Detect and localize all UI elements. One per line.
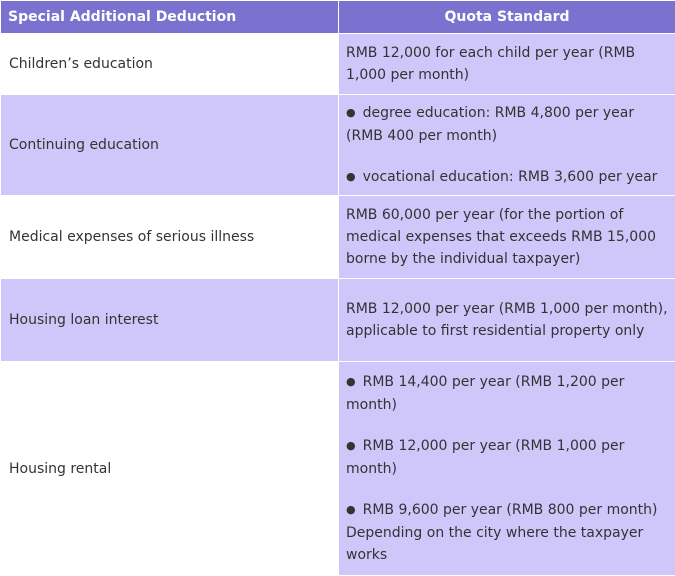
quota-cell: RMB 12,000 for each child per year (RMB …	[339, 34, 675, 95]
table-row: Housing loan interest RMB 12,000 per yea…	[1, 279, 675, 362]
table-row: Medical expenses of serious illness RMB …	[1, 196, 675, 279]
table-row: Children’s education RMB 12,000 for each…	[1, 34, 675, 95]
quota-text: RMB 12,000 for each child per year (RMB …	[346, 42, 668, 86]
quota-cell: degree education: RMB 4,800 per year (RM…	[339, 95, 675, 196]
deduction-name: Medical expenses of serious illness	[1, 196, 339, 279]
header-special-additional-deduction: Special Additional Deduction	[1, 1, 339, 34]
table-row: Continuing education degree education: R…	[1, 95, 675, 196]
quota-bullet-item: RMB 12,000 per year (RMB 1,000 per month…	[346, 435, 668, 480]
header-quota-standard: Quota Standard	[339, 1, 675, 34]
deduction-name: Housing rental	[1, 362, 339, 576]
table-row: Housing rental RMB 14,400 per year (RMB …	[1, 362, 675, 576]
quota-cell: RMB 60,000 per year (for the portion of …	[339, 196, 675, 279]
quota-text: RMB 60,000 per year (for the portion of …	[346, 204, 668, 270]
deduction-name: Children’s education	[1, 34, 339, 95]
deduction-name: Continuing education	[1, 95, 339, 196]
quota-note: Depending on the city where the taxpayer…	[346, 522, 668, 566]
quota-bullet-item: degree education: RMB 4,800 per year (RM…	[346, 102, 668, 147]
quota-bullet-item: RMB 14,400 per year (RMB 1,200 per month…	[346, 371, 668, 416]
quota-bullet-item: RMB 9,600 per year (RMB 800 per month)	[346, 499, 668, 522]
deduction-name: Housing loan interest	[1, 279, 339, 362]
quota-text: RMB 12,000 per year (RMB 1,000 per month…	[346, 298, 668, 342]
quota-cell: RMB 14,400 per year (RMB 1,200 per month…	[339, 362, 675, 576]
quota-cell: RMB 12,000 per year (RMB 1,000 per month…	[339, 279, 675, 362]
quota-bullet-item: vocational education: RMB 3,600 per year	[346, 166, 668, 189]
table-header-row: Special Additional Deduction Quota Stand…	[1, 1, 675, 34]
